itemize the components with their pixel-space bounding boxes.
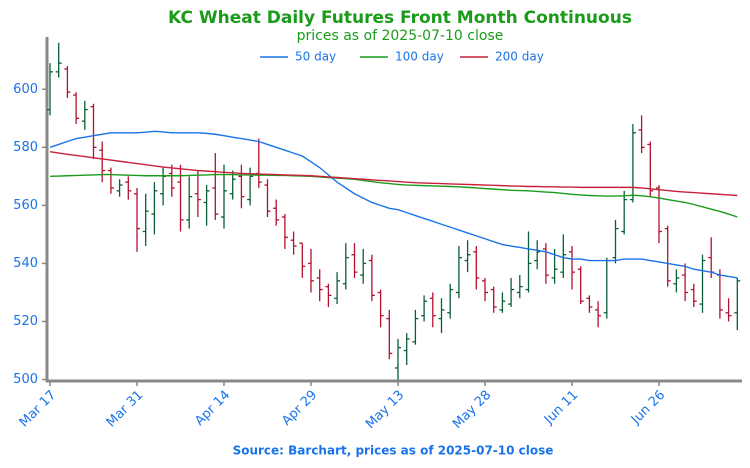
y-tick-label: 540 <box>13 256 38 271</box>
source-note: Source: Barchart, prices as of 2025-07-1… <box>233 444 554 458</box>
moving-average-line <box>49 173 738 218</box>
y-tick-label: 600 <box>13 82 38 97</box>
y-tick-label: 560 <box>13 198 38 213</box>
moving-average-line <box>49 130 738 279</box>
chart-subtitle: prices as of 2025-07-10 close <box>297 28 504 44</box>
legend-label: 200 day <box>495 50 544 64</box>
x-tick-label: May 13 <box>363 388 407 432</box>
y-tick-label: 520 <box>13 314 38 329</box>
chart-title: KC Wheat Daily Futures Front Month Conti… <box>168 8 632 28</box>
x-tick-label: Apr 29 <box>279 388 320 429</box>
y-tick-label: 500 <box>13 372 38 387</box>
legend-label: 50 day <box>295 50 336 64</box>
moving-average-line <box>49 150 738 197</box>
x-tick-label: Apr 14 <box>192 388 233 429</box>
legend-label: 100 day <box>395 50 444 64</box>
x-tick-label: Mar 31 <box>104 388 147 431</box>
x-tick-label: Jun 26 <box>628 388 668 428</box>
x-tick-label: Mar 17 <box>17 388 60 431</box>
y-tick-label: 580 <box>13 140 38 155</box>
x-tick-label: May 28 <box>450 388 494 432</box>
x-tick-label: Jun 11 <box>541 388 581 428</box>
